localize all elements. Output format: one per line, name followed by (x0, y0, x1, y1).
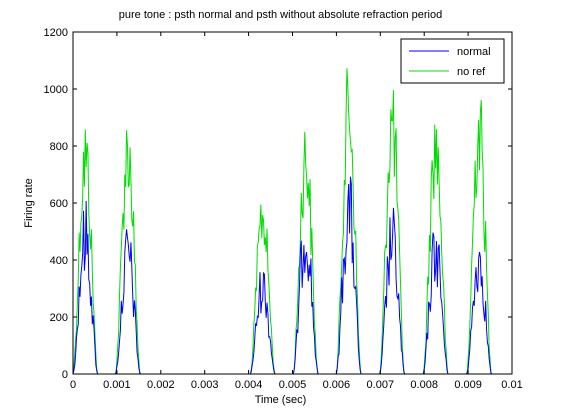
x-tick-label: 0.008 (410, 379, 438, 391)
x-tick-label: 0.001 (103, 379, 131, 391)
legend-label-noref: no ref (457, 66, 486, 78)
y-axis-label: Firing rate (23, 178, 35, 228)
x-tick-label: 0.003 (191, 379, 219, 391)
x-tick-label: 0.005 (279, 379, 307, 391)
x-tick-label: 0 (70, 379, 76, 391)
y-tick-label: 200 (50, 312, 68, 324)
legend: normal no ref (400, 38, 505, 84)
x-axis-label: Time (sec) (254, 394, 307, 406)
y-tick-label: 600 (50, 198, 68, 210)
x-tick-label: 0.009 (454, 379, 482, 391)
chart-title: pure tone : psth normal and psth without… (118, 9, 443, 21)
x-tick-label: 0.002 (147, 379, 175, 391)
legend-box (400, 38, 505, 84)
ticks-layer: 0 0.001 0.002 0.003 0.004 0.005 0.006 0.007 0.00… (44, 27, 523, 391)
x-tick-label: 0.004 (235, 379, 263, 391)
x-tick-label: 0.01 (501, 379, 522, 391)
y-tick-label: 800 (50, 141, 68, 153)
y-tick-label: 1000 (44, 84, 68, 96)
y-tick-label: 1200 (44, 27, 68, 39)
x-tick-label: 0.007 (367, 379, 395, 391)
legend-label-normal: normal (457, 46, 491, 58)
x-tick-label: 0.006 (323, 379, 351, 391)
axes-background (73, 32, 512, 374)
y-tick-label: 0 (62, 369, 68, 381)
y-tick-label: 400 (50, 255, 68, 267)
